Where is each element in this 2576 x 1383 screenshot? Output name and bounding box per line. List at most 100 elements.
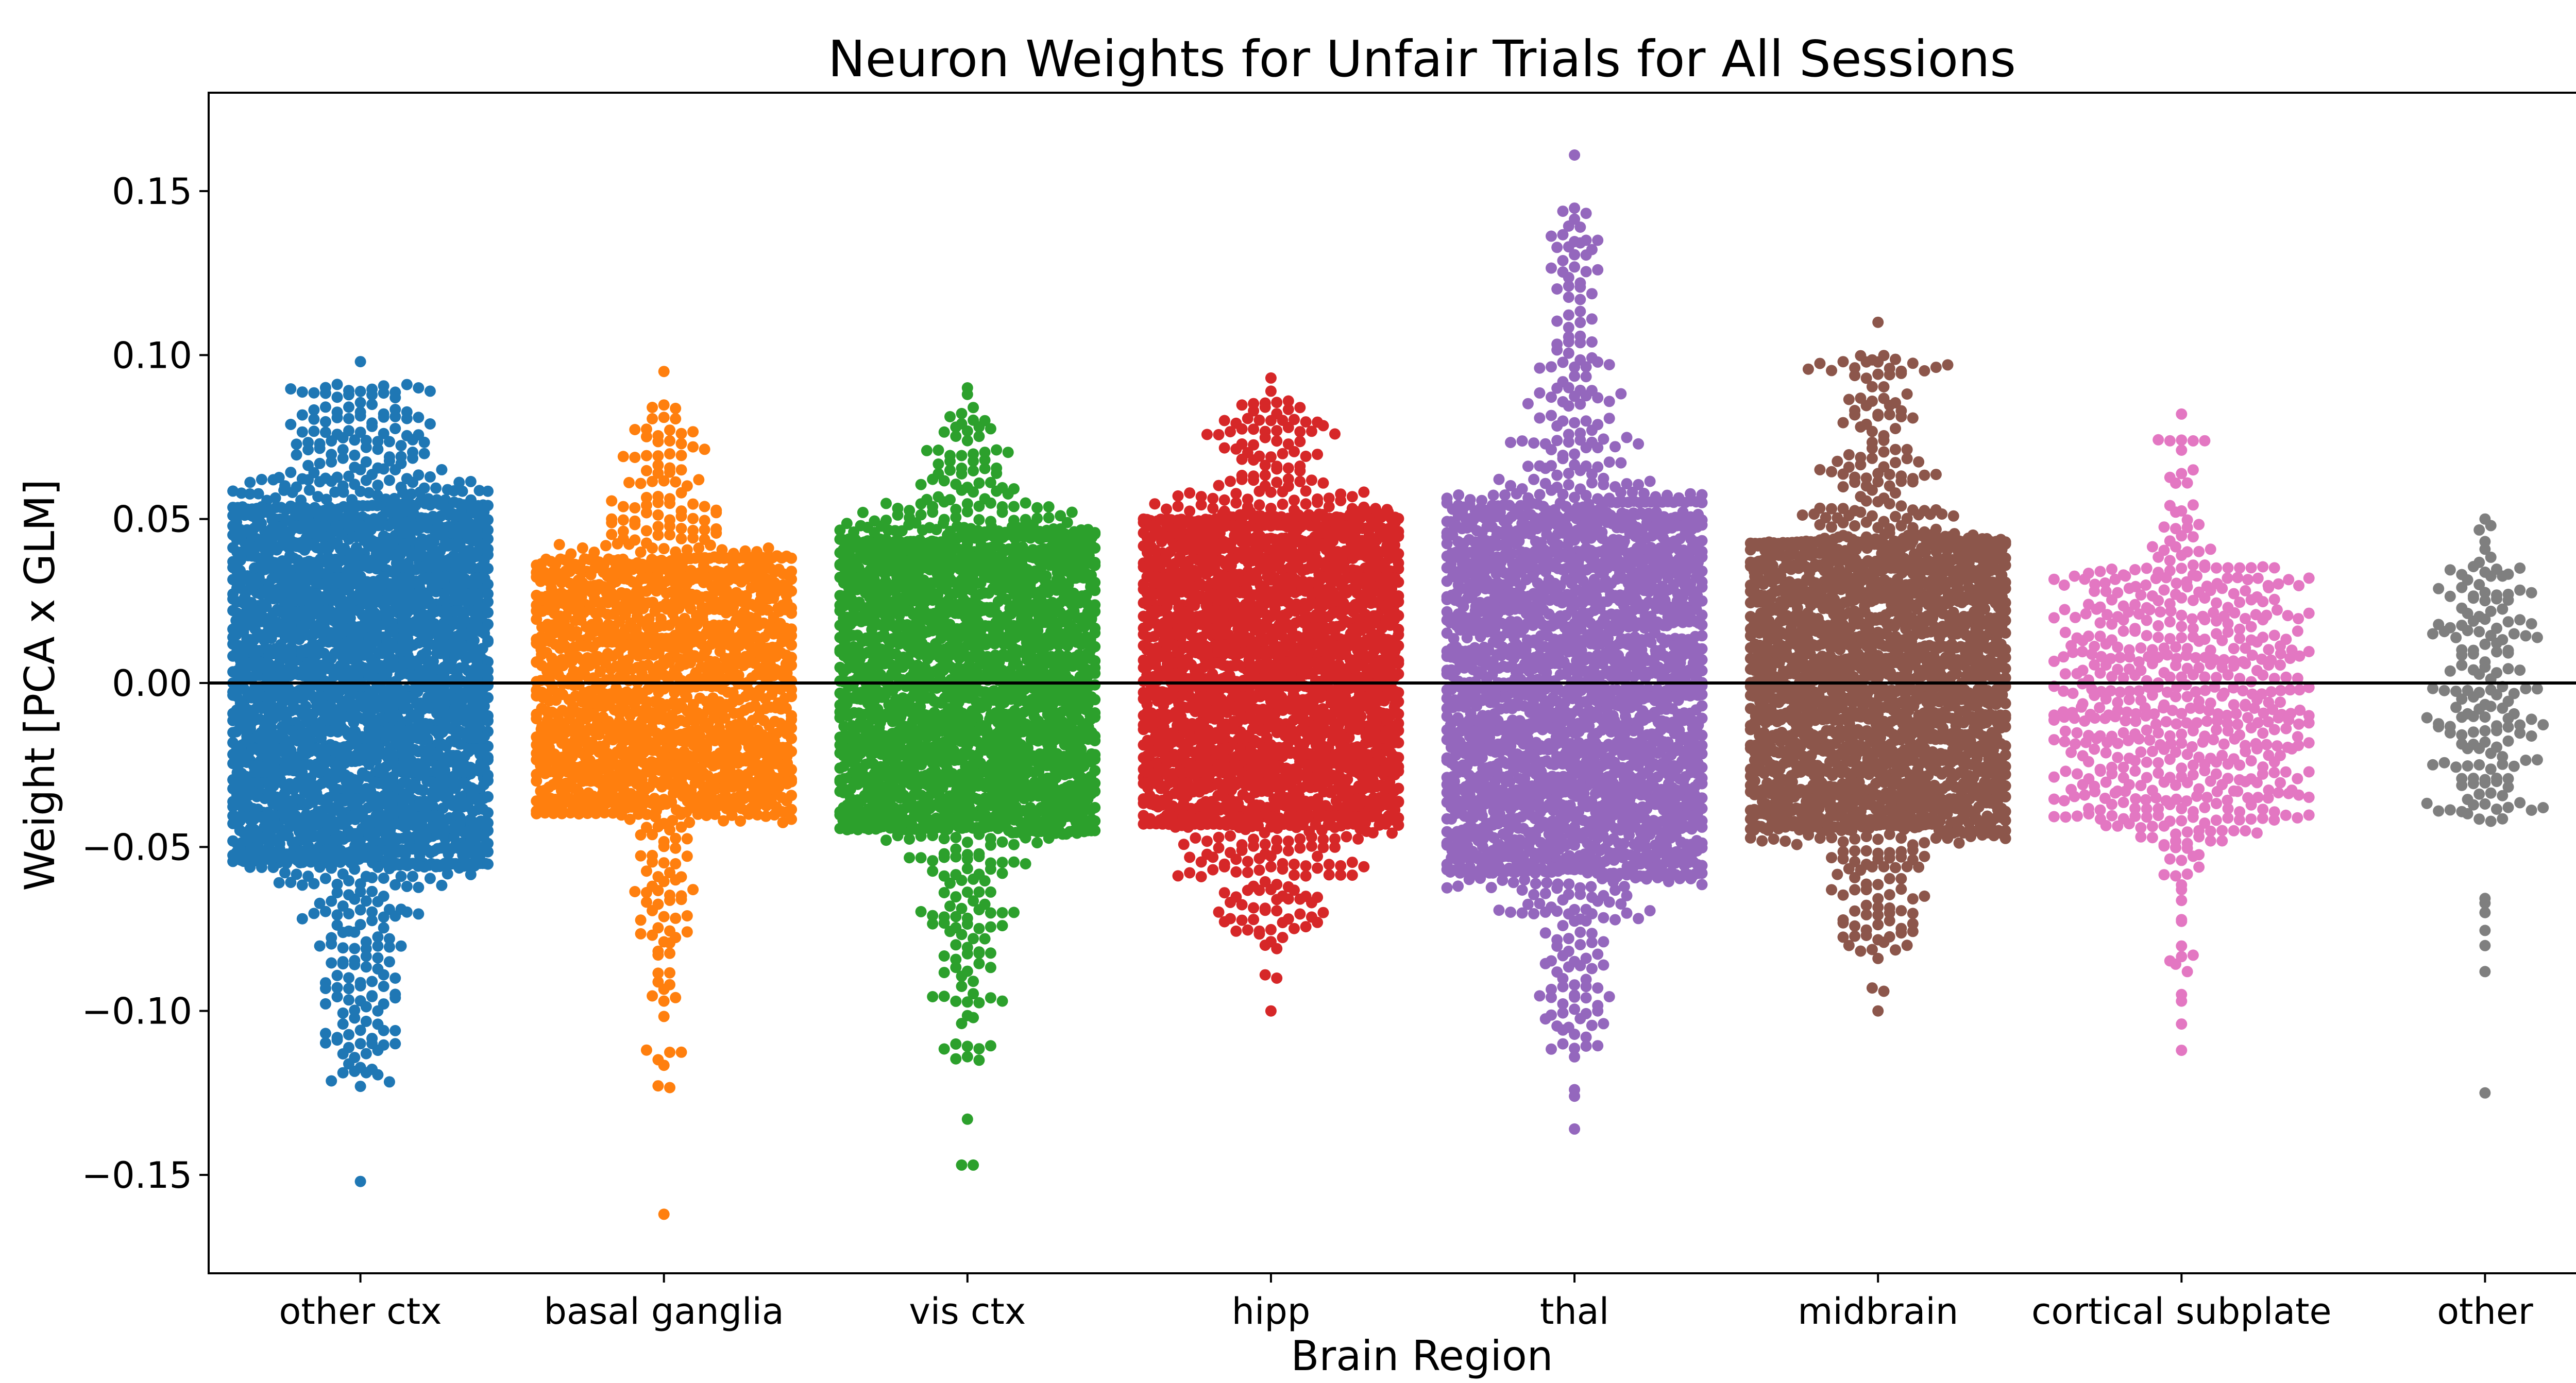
- data-point: [681, 833, 693, 845]
- data-point: [360, 456, 372, 468]
- data-point: [354, 385, 366, 397]
- data-point: [436, 464, 448, 475]
- data-point: [285, 467, 297, 479]
- data-point: [465, 868, 477, 880]
- data-point: [664, 894, 675, 906]
- data-point: [693, 474, 705, 486]
- data-point: [664, 529, 675, 541]
- data-point: [857, 506, 869, 518]
- data-point: [478, 701, 490, 712]
- data-point: [337, 486, 349, 498]
- data-point: [629, 452, 641, 463]
- data-point: [453, 862, 465, 874]
- data-point: [378, 873, 389, 884]
- data-point: [337, 452, 349, 464]
- data-point: [482, 549, 494, 561]
- data-point: [326, 895, 337, 907]
- data-point: [640, 465, 652, 476]
- data-point: [291, 449, 302, 461]
- data-point: [647, 990, 658, 1002]
- data-point: [383, 1076, 395, 1088]
- data-point: [768, 592, 779, 604]
- data-point: [600, 540, 612, 552]
- data-point: [448, 485, 460, 497]
- data-point: [389, 1038, 401, 1050]
- data-point: [629, 886, 641, 897]
- data-point: [553, 539, 565, 551]
- data-point: [319, 387, 331, 399]
- data-point: [337, 927, 349, 938]
- data-point: [635, 477, 647, 489]
- data-point: [1031, 502, 1043, 514]
- data-point: [670, 992, 682, 1003]
- data-point: [944, 411, 956, 422]
- data-point: [378, 387, 389, 399]
- data-point: [389, 423, 401, 434]
- data-point: [337, 1048, 349, 1060]
- data-point: [658, 366, 670, 378]
- data-point: [482, 485, 494, 497]
- data-point: [395, 549, 406, 560]
- data-point: [606, 517, 618, 528]
- data-point: [303, 484, 315, 496]
- data-point: [383, 863, 395, 875]
- data-point: [319, 401, 331, 413]
- data-point: [378, 1025, 389, 1036]
- data-point: [256, 473, 267, 485]
- data-point: [991, 444, 1003, 456]
- data-point: [349, 1012, 361, 1024]
- data-point: [337, 958, 349, 970]
- data-point: [372, 1005, 384, 1017]
- data-point: [326, 435, 337, 447]
- data-point: [482, 791, 494, 803]
- data-point: [664, 937, 675, 949]
- data-point: [360, 1001, 372, 1013]
- data-point: [314, 940, 326, 952]
- data-point: [652, 497, 664, 508]
- data-point: [577, 542, 588, 554]
- data-point: [531, 775, 543, 787]
- data-point: [979, 463, 991, 474]
- data-point: [319, 1037, 331, 1049]
- data-point: [337, 942, 349, 954]
- data-point: [389, 1025, 401, 1036]
- data-point: [360, 961, 372, 973]
- data-point: [647, 929, 658, 941]
- data-point: [961, 506, 973, 518]
- data-point: [389, 910, 401, 922]
- data-point: [302, 474, 314, 486]
- data-point: [675, 523, 687, 534]
- data-point: [407, 476, 418, 488]
- data-point: [383, 474, 395, 486]
- data-point: [395, 440, 407, 452]
- data-point: [482, 754, 494, 766]
- data-point: [687, 426, 699, 438]
- data-point: [482, 596, 494, 608]
- data-point: [366, 389, 378, 401]
- data-point: [968, 486, 979, 498]
- data-point: [482, 846, 494, 858]
- data-point: [360, 950, 372, 962]
- data-point: [482, 636, 494, 648]
- data-point: [296, 386, 308, 398]
- data-point: [366, 915, 378, 927]
- data-point: [647, 829, 658, 841]
- series-other-ctx: [227, 356, 494, 1187]
- data-point: [337, 444, 349, 455]
- data-point: [244, 488, 256, 500]
- data-point: [349, 434, 361, 446]
- data-point: [326, 1075, 337, 1087]
- data-point: [1002, 488, 1014, 500]
- data-point: [378, 411, 389, 423]
- data-point: [383, 956, 395, 968]
- data-point: [635, 928, 647, 940]
- data-point: [606, 528, 618, 540]
- data-point: [235, 487, 247, 499]
- data-point: [640, 525, 652, 537]
- data-point: [617, 501, 629, 513]
- data-point: [267, 474, 279, 486]
- data-point: [652, 436, 664, 448]
- data-point: [786, 607, 798, 619]
- data-point: [389, 411, 401, 422]
- data-point: [378, 463, 389, 475]
